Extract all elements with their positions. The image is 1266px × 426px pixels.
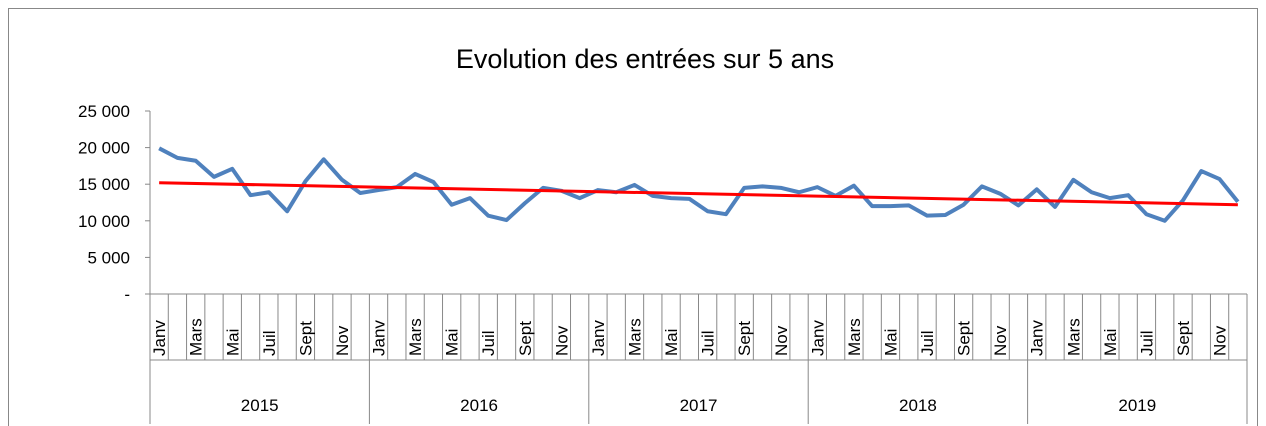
x-tick-label: Nov: [991, 325, 1010, 356]
x-tick-label: Sept: [296, 321, 315, 356]
chart-border: [8, 8, 1258, 426]
y-tick-label: 5 000: [87, 248, 130, 267]
x-tick-label: Mai: [223, 329, 242, 356]
y-tick-label: 15 000: [78, 175, 130, 194]
x-tick-label: Juil: [918, 330, 937, 356]
x-tick-label: Mai: [443, 329, 462, 356]
x-tick-label: Sept: [955, 321, 974, 356]
x-tick-label: Mars: [406, 318, 425, 356]
x-tick-label: Mai: [881, 329, 900, 356]
x-tick-label: Juil: [260, 330, 279, 356]
x-tick-label: Juil: [699, 330, 718, 356]
x-tick-label: Sept: [735, 321, 754, 356]
x-tick-label: Juil: [1137, 330, 1156, 356]
x-tick-label: Mars: [845, 318, 864, 356]
y-tick-label: 25 000: [78, 102, 130, 121]
x-tick-label: Mars: [626, 318, 645, 356]
x-tick-label: Janv: [370, 320, 389, 356]
x-tick-label: Sept: [1174, 321, 1193, 356]
x-tick-label: Nov: [772, 325, 791, 356]
group-label: 2019: [1118, 396, 1156, 415]
group-label: 2015: [241, 396, 279, 415]
x-tick-label: Janv: [589, 320, 608, 356]
y-tick-label: 20 000: [78, 139, 130, 158]
x-tick-label: Mai: [1101, 329, 1120, 356]
x-tick-label: Janv: [150, 320, 169, 356]
x-tick-label: Sept: [516, 321, 535, 356]
trend-line: [159, 181, 1238, 207]
chart-title: Evolution des entrées sur 5 ans: [456, 44, 834, 74]
y-tick-label: 10 000: [78, 212, 130, 231]
group-label: 2016: [460, 396, 498, 415]
x-tick-label: Nov: [1211, 325, 1230, 356]
x-tick-label: Nov: [552, 325, 571, 356]
x-tick-label: Mai: [662, 329, 681, 356]
x-tick-label: Mars: [1064, 318, 1083, 356]
x-tick-label: Juil: [479, 330, 498, 356]
x-tick-label: Janv: [808, 320, 827, 356]
x-tick-label: Nov: [333, 325, 352, 356]
group-label: 2017: [680, 396, 718, 415]
y-tick-label: -: [124, 285, 130, 304]
group-label: 2018: [899, 396, 937, 415]
x-tick-label: Janv: [1028, 320, 1047, 356]
x-tick-label: Mars: [187, 318, 206, 356]
